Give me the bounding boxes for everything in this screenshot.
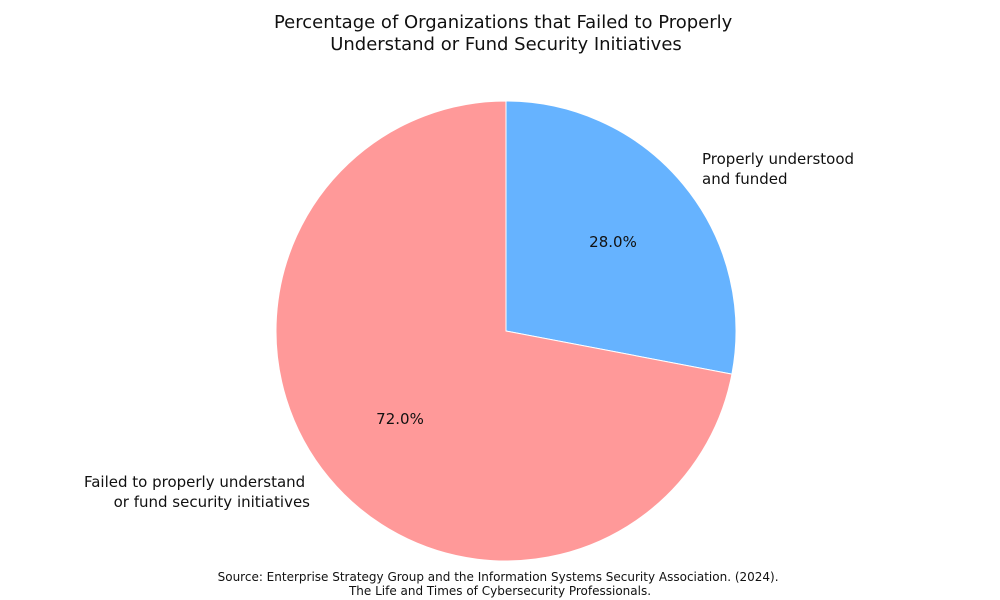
slice-label-failed-line-2: or fund security initiatives [114,493,311,511]
chart-title: Percentage of Organizations that Failed … [274,12,738,55]
slice-failed [275,100,733,562]
slice-label-failed-line-1: Failed to properly understand [84,473,305,491]
chart-source: Source: Enterprise Strategy Group and th… [218,570,783,598]
chart-source-line-2: The Life and Times of Cybersecurity Prof… [348,584,651,598]
pie-slices [275,100,737,562]
slice-percent-properly-understood: 28.0% [589,233,637,251]
slice-label-properly-understood: Properly understood and funded [702,150,859,188]
chart-title-line-1: Percentage of Organizations that Failed … [274,12,733,33]
slice-label-properly-understood-line-2: and funded [702,170,788,188]
slice-properly-understood [505,100,737,375]
chart-source-line-1: Source: Enterprise Strategy Group and th… [218,570,779,584]
slice-percent-failed: 72.0% [376,410,424,428]
chart-title-line-2: Understand or Fund Security Initiatives [330,34,682,55]
slice-label-properly-understood-line-1: Properly understood [702,150,854,168]
slice-label-failed: Failed to properly understand or fund se… [84,473,310,511]
